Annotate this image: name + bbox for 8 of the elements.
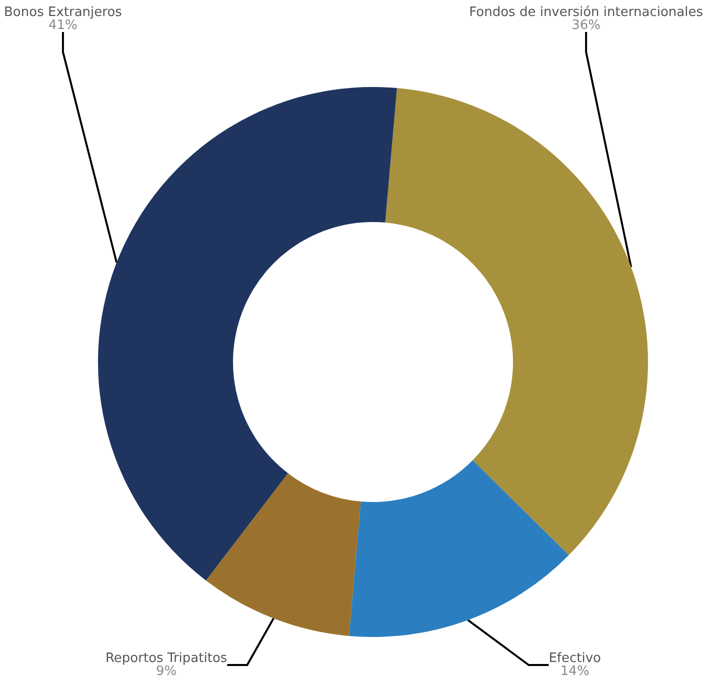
slice-label: Bonos Extranjeros bbox=[4, 5, 122, 20]
slice-label: Fondos de inversión internacionales bbox=[469, 5, 704, 20]
slice-label: Reportos Tripatitos bbox=[105, 651, 228, 666]
data-label: 9% bbox=[156, 664, 177, 679]
data-label: 41% bbox=[48, 18, 78, 33]
data-label: 36% bbox=[572, 18, 601, 33]
data-label: 14% bbox=[560, 664, 590, 679]
slice-label: Efectivo bbox=[548, 651, 602, 666]
